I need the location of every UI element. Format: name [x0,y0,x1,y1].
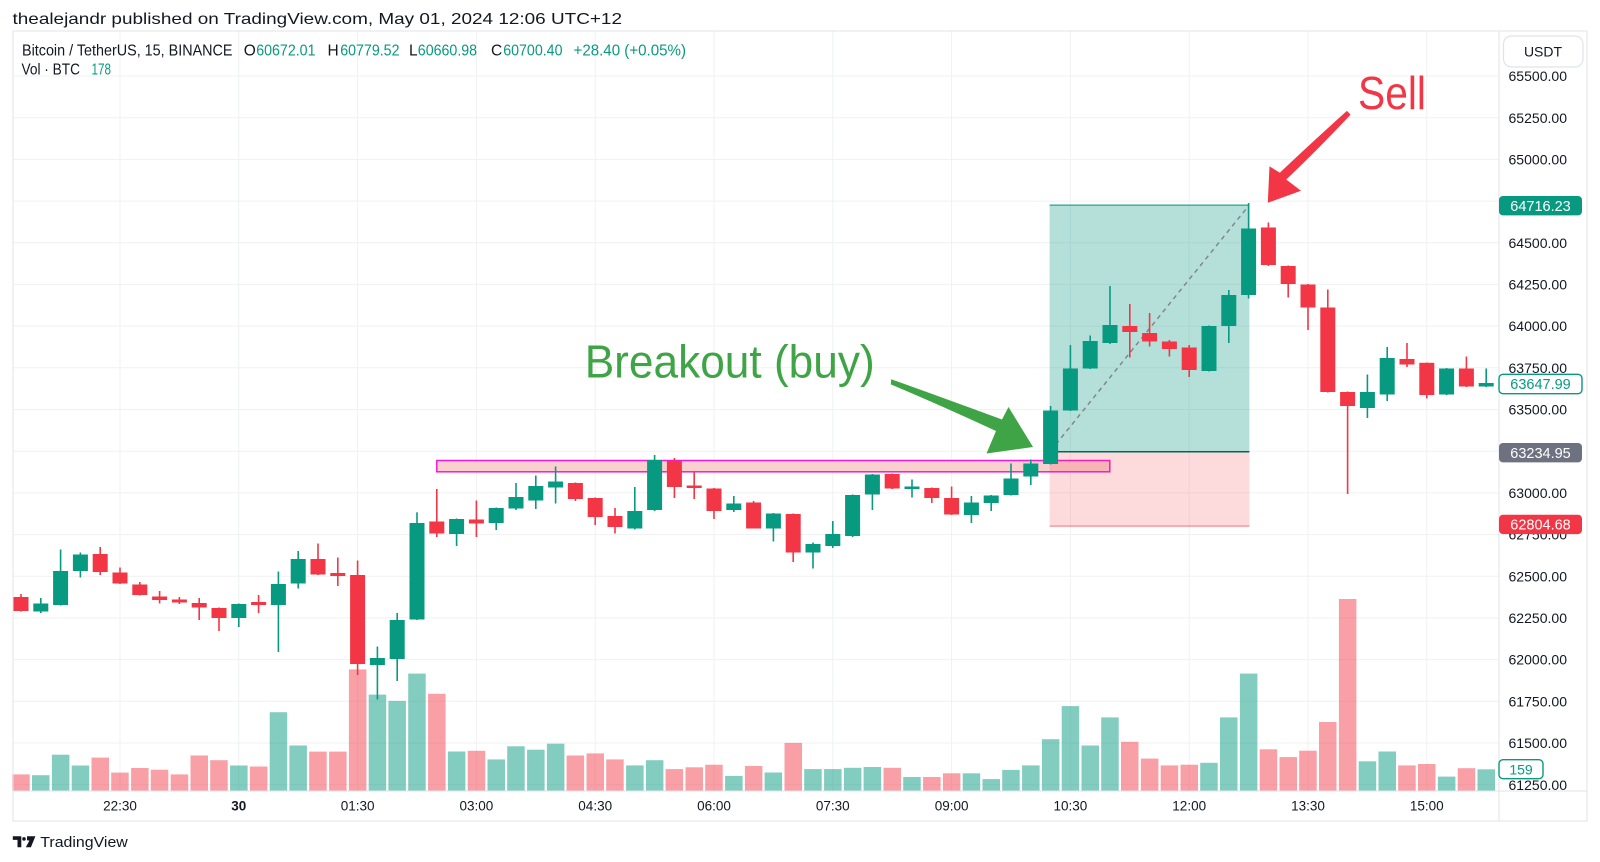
svg-text:O: O [244,43,256,60]
svg-text:63234.95: 63234.95 [1510,446,1570,462]
svg-text:Breakout (buy): Breakout (buy) [585,335,875,387]
svg-text:61750.00: 61750.00 [1509,693,1568,709]
svg-text:10:30: 10:30 [1054,799,1088,814]
svg-text:178: 178 [92,61,112,78]
svg-text:01:30: 01:30 [341,799,375,814]
svg-text:63647.99: 63647.99 [1510,377,1570,393]
svg-text:63750.00: 63750.00 [1509,360,1568,376]
svg-text:15:00: 15:00 [1410,799,1444,814]
svg-text:+28.40 (+0.05%): +28.40 (+0.05%) [574,43,687,60]
svg-text:06:00: 06:00 [697,799,731,814]
svg-text:H: H [328,43,339,60]
svg-text:30: 30 [231,799,246,814]
svg-text:159: 159 [1509,761,1533,777]
svg-text:22:30: 22:30 [103,799,137,814]
svg-text:61500.00: 61500.00 [1509,735,1568,751]
svg-text:13:30: 13:30 [1291,799,1325,814]
svg-text:USDT: USDT [1524,44,1563,60]
svg-text:03:00: 03:00 [460,799,494,814]
svg-text:61250.00: 61250.00 [1509,777,1568,793]
svg-text:63000.00: 63000.00 [1509,485,1568,501]
svg-text:62500.00: 62500.00 [1509,568,1568,584]
svg-text:60660.98: 60660.98 [418,43,477,60]
svg-text:09:00: 09:00 [935,799,969,814]
svg-text:12:00: 12:00 [1172,799,1206,814]
svg-text:TradingView: TradingView [40,834,128,851]
svg-text:Bitcoin / TetherUS, 15, BINANC: Bitcoin / TetherUS, 15, BINANCE [22,43,233,60]
svg-text:62000.00: 62000.00 [1509,652,1568,668]
svg-text:63500.00: 63500.00 [1509,402,1568,418]
svg-text:60672.01: 60672.01 [256,43,315,60]
svg-text:65000.00: 65000.00 [1509,152,1568,168]
svg-text:64500.00: 64500.00 [1509,235,1568,251]
svg-text:65250.00: 65250.00 [1509,110,1568,126]
svg-text:L: L [409,43,418,60]
svg-text:60700.40: 60700.40 [503,43,563,60]
svg-text:thealejandr published on Tradi: thealejandr published on TradingView.com… [13,11,623,28]
svg-text:64716.23: 64716.23 [1510,199,1570,215]
svg-text:Sell: Sell [1358,67,1426,119]
svg-text:07:30: 07:30 [816,799,850,814]
svg-text:64250.00: 64250.00 [1509,277,1568,293]
svg-text:64000.00: 64000.00 [1509,318,1568,334]
svg-text:C: C [491,43,502,60]
svg-text:60779.52: 60779.52 [340,43,399,60]
svg-text:04:30: 04:30 [578,799,612,814]
svg-text:65500.00: 65500.00 [1509,68,1568,84]
svg-text:Vol · BTC: Vol · BTC [22,61,81,78]
svg-text:62804.68: 62804.68 [1510,518,1570,534]
svg-text:62250.00: 62250.00 [1509,610,1568,626]
